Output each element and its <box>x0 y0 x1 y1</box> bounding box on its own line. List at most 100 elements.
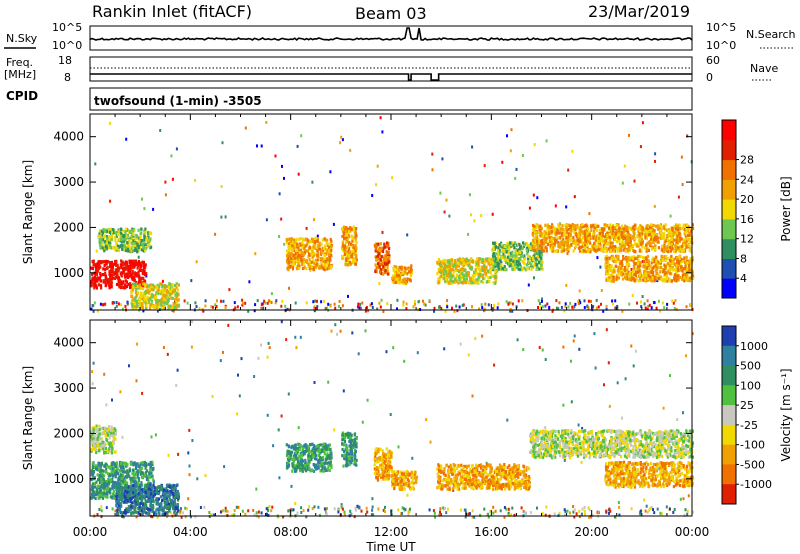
echo-cell <box>534 251 537 255</box>
speckle-cell <box>376 164 379 168</box>
ground-cell <box>338 299 341 303</box>
echo-cell <box>289 252 292 256</box>
echo-cell <box>295 267 299 271</box>
echo-cell <box>96 262 99 267</box>
echo-cell <box>537 261 541 265</box>
speckle-cell <box>533 276 535 280</box>
echo-cell <box>91 278 94 282</box>
echo-cell <box>640 238 643 242</box>
echo-cell <box>477 275 480 279</box>
speckle-cell <box>227 323 230 327</box>
echo-cell <box>124 232 127 236</box>
echo-cell <box>644 229 647 233</box>
echo-cell <box>139 268 142 272</box>
echo-cell <box>528 257 531 261</box>
echo-cell <box>645 270 648 274</box>
echo-cell <box>348 247 351 251</box>
echo-cell <box>682 243 686 247</box>
echo-cell <box>488 269 491 273</box>
echo-cell <box>615 224 618 228</box>
echo-cell <box>630 258 633 262</box>
speckle-cell <box>125 137 128 141</box>
ground-cell <box>439 507 442 511</box>
echo-cell <box>444 269 447 273</box>
ground-cell <box>560 305 563 309</box>
echo-cell <box>467 273 470 277</box>
echo-cell <box>176 288 179 292</box>
echo-cell <box>324 265 327 269</box>
echo-cell <box>303 251 306 255</box>
echo-cell <box>320 242 323 246</box>
echo-cell <box>378 265 381 269</box>
echo-cell <box>631 226 634 230</box>
ground-cell <box>478 307 481 311</box>
speckle-cell <box>483 164 486 168</box>
ground-cell <box>216 299 218 303</box>
echo-cell <box>449 278 452 282</box>
echo-cell <box>686 276 689 280</box>
echo-cell <box>533 263 536 267</box>
ground-cell <box>602 309 605 313</box>
echo-cell <box>177 292 180 296</box>
echo-cell <box>683 249 686 253</box>
echo-cell <box>572 235 575 239</box>
echo-cell <box>653 258 656 262</box>
ground-cell <box>446 299 449 303</box>
echo-cell <box>505 250 508 254</box>
echo-cell <box>355 246 358 250</box>
echo-cell <box>90 280 93 284</box>
speckle-cell <box>544 426 547 430</box>
ground-cell <box>343 513 346 516</box>
echo-cell <box>505 258 508 262</box>
speckle-cell <box>188 473 191 477</box>
echo-cell <box>471 281 474 285</box>
echo-cell <box>651 227 655 231</box>
echo-cell <box>687 237 690 241</box>
echo-cell <box>104 260 107 264</box>
speckle-cell <box>578 289 581 293</box>
echo-cell <box>556 228 559 232</box>
echo-cell <box>576 223 579 227</box>
echo-cell <box>462 262 465 266</box>
echo-cell <box>624 248 627 252</box>
echo-cell <box>606 233 609 237</box>
echo-cell <box>644 246 647 250</box>
echo-cell <box>530 263 533 267</box>
echo-cell <box>514 254 517 258</box>
speckle-cell <box>563 458 566 462</box>
echo-cell <box>605 248 608 252</box>
echo-cell <box>164 294 167 298</box>
echo-cell <box>586 231 589 235</box>
nsearch-label: N.Search <box>746 28 796 41</box>
echo-cell <box>516 248 519 252</box>
speckle-cell <box>91 382 94 386</box>
echo-cell <box>589 241 592 245</box>
echo-cell <box>536 255 539 259</box>
echo-cell <box>133 301 136 305</box>
echo-cell <box>456 258 459 262</box>
echo-cell <box>491 274 494 278</box>
echo-cell <box>622 248 625 252</box>
echo-cell <box>313 245 317 249</box>
echo-cell <box>144 291 147 295</box>
echo-cell <box>557 226 560 230</box>
speckle-cell <box>92 361 95 365</box>
echo-cell <box>629 236 632 240</box>
echo-cell <box>386 244 389 249</box>
ground-cell <box>390 513 393 516</box>
echo-cell <box>448 259 451 263</box>
echo-cell <box>437 280 441 284</box>
echo-cell <box>660 255 664 259</box>
echo-cell <box>645 249 648 253</box>
echo-cell <box>577 226 580 230</box>
ground-cell <box>644 509 647 513</box>
echo-cell <box>668 245 671 249</box>
echo-cell <box>504 251 507 255</box>
echo-cell <box>634 224 637 228</box>
echo-cell <box>655 276 658 280</box>
ground-cell <box>324 307 327 311</box>
echo-cell <box>684 235 687 239</box>
echo-cell <box>115 242 118 246</box>
echo-cell <box>305 243 309 247</box>
speckle-cell <box>339 329 342 333</box>
